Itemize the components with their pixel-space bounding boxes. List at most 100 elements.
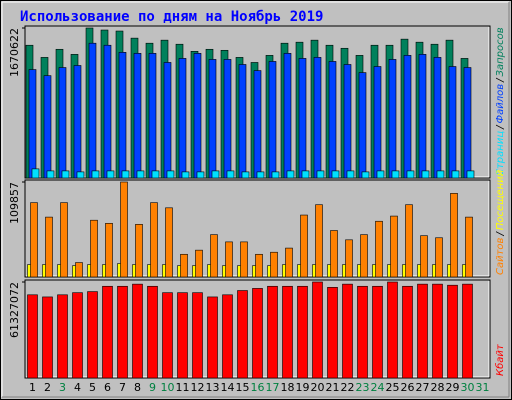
bar [387,281,398,379]
bar [462,283,473,379]
x-tick-label: 30 [461,381,475,394]
bar [61,170,70,179]
bar [402,285,413,379]
bar [435,237,443,278]
bar [43,75,52,179]
bar [301,170,310,179]
bar [73,65,82,179]
bar [31,168,40,179]
bar [418,54,427,179]
bar [373,66,382,179]
bar [417,283,428,379]
bar [226,170,235,179]
x-tick-label: 13 [206,381,220,394]
bar [271,171,280,179]
bar [432,283,443,379]
bar [253,70,262,179]
bar [196,171,205,179]
legend-entry: Запросов [495,27,506,76]
x-tick-label: 19 [296,381,310,394]
bar [345,239,353,278]
x-tick-label: 14 [221,381,235,394]
bar [252,288,263,379]
bar [58,67,67,179]
legend: Кбайт [494,343,506,376]
bar [195,249,203,278]
bar [102,285,113,379]
bar [450,193,458,278]
x-tick-label: 29 [446,381,460,394]
bar [27,294,38,379]
bar [118,52,127,179]
x-tick-label: 6 [104,381,111,394]
legend-separator: / [495,231,506,237]
x-tick-label: 31 [476,381,490,394]
x-tick-label: 15 [236,381,250,394]
bar [148,53,157,179]
bar [406,170,415,179]
bar [270,251,278,278]
x-tick-label: 18 [281,381,295,394]
bar [193,53,202,179]
legend-entry: Файлов [495,84,506,124]
bar [151,170,160,179]
bar [451,170,460,179]
bar [343,64,352,179]
bar [346,170,355,179]
bar [121,170,130,179]
bar [166,170,175,179]
bar [72,292,83,379]
bar [282,285,293,379]
bar [57,294,68,379]
bar [147,285,158,379]
legend-entry: Страниц [495,131,506,176]
x-tick-label: 8 [134,381,141,394]
bar [466,170,475,179]
x-tick-label: 5 [89,381,96,394]
x-tick-label: 22 [341,381,355,394]
bar [342,283,353,379]
x-tick-label: 25 [386,381,400,394]
bar [165,207,173,278]
bar [463,67,472,179]
legend-separator: / [495,124,506,130]
x-tick-label: 23 [356,381,370,394]
chart-title: Использование по дням на Ноябрь 2019 [20,9,323,25]
bar [403,55,412,179]
bar [300,214,308,278]
bar [150,202,158,278]
x-tick-label: 2 [44,381,51,394]
x-tick-label: 10 [161,381,175,394]
bar [211,170,220,179]
bar [178,58,187,179]
legend: Страниц/Файлов/Запросов [495,27,506,176]
bar [376,170,385,179]
bar [60,202,68,278]
x-tick-label: 16 [251,381,265,394]
bar [420,235,428,278]
bar [132,283,143,379]
bar [331,170,340,179]
legend-separator: / [495,77,506,83]
x-tick-label: 4 [74,381,81,394]
bar [162,292,173,379]
y-tick-label: 61327072 [8,282,21,338]
bar [91,170,100,179]
bar [42,296,53,379]
bar [240,241,248,278]
bar [313,57,322,179]
bar [315,204,323,278]
bar [207,296,218,379]
bar [421,170,430,179]
bar [136,170,145,179]
bar [357,285,368,379]
bar [238,64,247,179]
bar [405,204,413,278]
bar [268,61,277,179]
bar [210,234,218,278]
bar [447,284,458,379]
x-tick-label: 1 [29,381,36,394]
legend-entry: Посещений [495,169,506,230]
bar [375,220,383,278]
